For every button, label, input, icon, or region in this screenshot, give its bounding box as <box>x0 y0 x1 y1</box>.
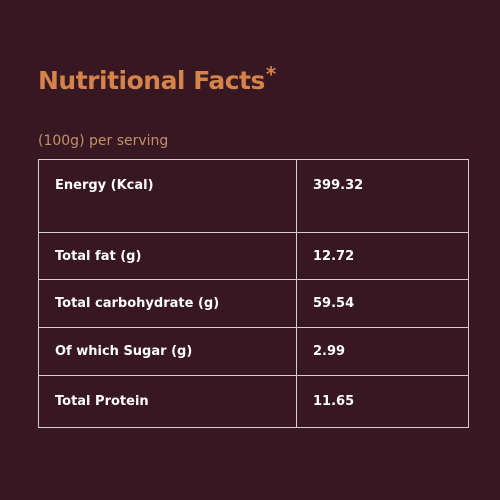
serving-size: (100g) per serving <box>38 133 169 149</box>
nutrient-label: Total fat (g) <box>38 232 297 280</box>
page-title: Nutritional Facts* <box>38 62 276 95</box>
nutrient-value: 2.99 <box>296 327 469 376</box>
nutrient-value: 12.72 <box>296 232 469 280</box>
table-row-carbohydrate: Total carbohydrate (g) 59.54 <box>38 279 469 328</box>
nutrition-table: Energy (Kcal) 399.32 Total fat (g) 12.72… <box>38 159 469 428</box>
nutrient-label: Total carbohydrate (g) <box>38 279 297 328</box>
nutrient-value: 59.54 <box>296 279 469 328</box>
nutrient-label: Of which Sugar (g) <box>38 327 297 376</box>
title-asterisk: * <box>265 62 276 86</box>
table-row-fat: Total fat (g) 12.72 <box>38 232 469 280</box>
nutrient-label: Energy (Kcal) <box>38 159 297 233</box>
nutrient-value: 11.65 <box>296 375 469 428</box>
table-row-energy: Energy (Kcal) 399.32 <box>38 159 469 233</box>
title-text: Nutritional Facts <box>38 66 265 95</box>
nutrient-value: 399.32 <box>296 159 469 233</box>
nutrient-label: Total Protein <box>38 375 297 428</box>
table-row-protein: Total Protein 11.65 <box>38 375 469 428</box>
table-row-sugar: Of which Sugar (g) 2.99 <box>38 327 469 376</box>
